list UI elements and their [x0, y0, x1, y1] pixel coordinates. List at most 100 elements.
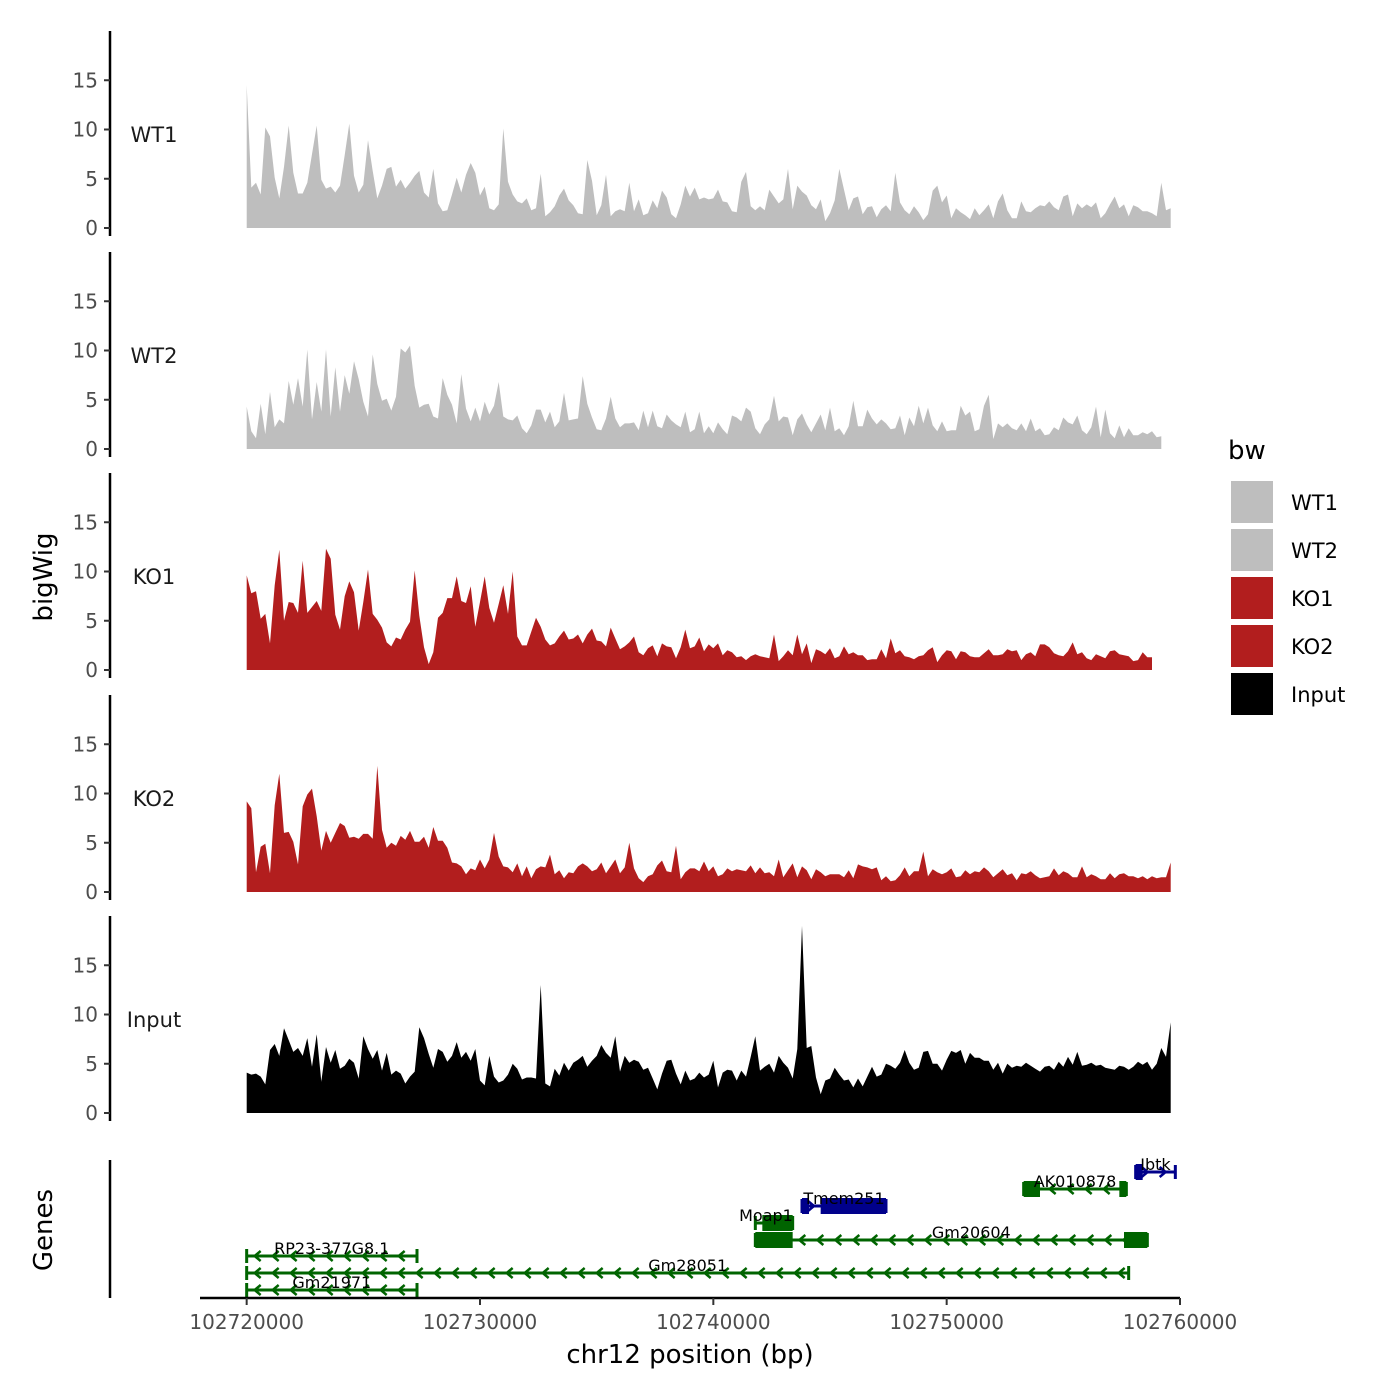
strand-arrow — [324, 1284, 334, 1296]
strand-arrow — [815, 1234, 825, 1246]
y-tick-label-ko1-15: 15 — [73, 510, 98, 534]
track-label-ko2: KO2 — [133, 787, 176, 811]
gene-label-gm28051: Gm28051 — [648, 1256, 727, 1275]
y-tick-label-wt1-15: 15 — [73, 68, 98, 92]
gene-ibtk: Ibtk — [1134, 1155, 1177, 1180]
gene-exon — [755, 1232, 793, 1248]
strand-arrow — [869, 1234, 879, 1246]
gene-ak010878: AK010878 — [1022, 1172, 1128, 1197]
gene-label-rp23-377g8-1: RP23-377G8.1 — [274, 1239, 389, 1258]
strand-arrow — [252, 1250, 262, 1262]
strand-arrow — [648, 1267, 658, 1279]
y-tick-label-ko1-0: 0 — [85, 658, 98, 682]
genes-track: Ibtk AK010878 Tmem251 Moap1 Gm20604 RP23-377G… — [108, 1155, 1177, 1298]
strand-arrow — [851, 1234, 861, 1246]
legend: bw WT1 WT2 KO1 KO2 Input — [1228, 436, 1345, 717]
track-label-wt1: WT1 — [131, 123, 178, 147]
signal-area-wt2 — [246, 345, 1162, 449]
strand-arrow — [756, 1267, 766, 1279]
y-tick-label-wt2-15: 15 — [73, 289, 98, 313]
strand-arrow — [900, 1267, 910, 1279]
y-tick-label-input-15: 15 — [73, 953, 98, 977]
strand-arrow — [270, 1267, 280, 1279]
gene-exon — [1135, 1164, 1143, 1180]
strand-arrow — [936, 1267, 946, 1279]
y-tick-label-input-0: 0 — [85, 1101, 98, 1125]
gene-label-gm21971: Gm21971 — [292, 1273, 371, 1292]
track-wt2: 0 5 10 15 WT2 — [73, 252, 1162, 461]
strand-arrow — [1049, 1234, 1059, 1246]
strand-arrow — [1080, 1267, 1090, 1279]
gene-label-ibtk: Ibtk — [1140, 1155, 1171, 1174]
strand-arrow — [450, 1267, 460, 1279]
strand-arrow — [1044, 1267, 1054, 1279]
strand-arrow — [1116, 1267, 1126, 1279]
signal-area-ko1 — [246, 548, 1152, 670]
genes-axis-title: Genes — [29, 1189, 59, 1271]
gene-label-tmem251: Tmem251 — [802, 1189, 884, 1208]
legend-label-ko1: KO1 — [1291, 587, 1334, 611]
strand-arrow — [306, 1250, 316, 1262]
strand-arrow — [396, 1250, 406, 1262]
gene-label-gm20604: Gm20604 — [932, 1223, 1011, 1242]
strand-arrow — [1047, 1183, 1057, 1195]
track-label-input: Input — [127, 1008, 181, 1032]
strand-arrow — [1098, 1267, 1108, 1279]
strand-arrow — [288, 1250, 298, 1262]
strand-arrow — [1083, 1183, 1093, 1195]
strand-arrow — [360, 1250, 370, 1262]
signal-area-input — [246, 925, 1171, 1113]
gene-label-ak010878: AK010878 — [1034, 1172, 1117, 1191]
y-tick-label-ko1-5: 5 — [85, 609, 98, 633]
legend-label-input: Input — [1291, 683, 1345, 707]
strand-arrow — [905, 1234, 915, 1246]
strand-arrow — [612, 1267, 622, 1279]
x-tick-label-102750000: 102750000 — [889, 1310, 1004, 1334]
strand-arrow — [252, 1267, 262, 1279]
y-tick-label-ko1-10: 10 — [73, 560, 98, 584]
y-tick-label-wt1-0: 0 — [85, 216, 98, 240]
strand-arrow — [342, 1250, 352, 1262]
strand-arrow — [720, 1267, 730, 1279]
x-axis: 102720000 102730000 102740000 102750000 1027… — [189, 1296, 1238, 1334]
strand-arrow — [792, 1267, 802, 1279]
strand-arrow — [1013, 1234, 1023, 1246]
signal-area-wt1 — [246, 85, 1171, 228]
strand-arrow — [1067, 1234, 1077, 1246]
strand-arrow — [923, 1234, 933, 1246]
x-tick-label-102760000: 102760000 — [1123, 1310, 1238, 1334]
x-tick-label-102740000: 102740000 — [656, 1310, 771, 1334]
gene-rp23-377g8-1: RP23-377G8.1 — [245, 1239, 419, 1263]
strand-arrow — [342, 1267, 352, 1279]
gene-gm28051: Gm28051 — [245, 1256, 1131, 1280]
track-label-wt2: WT2 — [131, 344, 178, 368]
y-tick-label-ko2-15: 15 — [73, 732, 98, 756]
strand-arrow — [270, 1250, 280, 1262]
y-tick-label-wt1-5: 5 — [85, 167, 98, 191]
strand-arrow — [324, 1250, 334, 1262]
strand-arrow — [995, 1234, 1005, 1246]
strand-arrow — [864, 1267, 874, 1279]
y-tick-label-ko2-0: 0 — [85, 880, 98, 904]
strand-arrow — [1085, 1234, 1095, 1246]
strand-arrow — [396, 1284, 406, 1296]
strand-arrow — [288, 1284, 298, 1296]
strand-arrow — [1062, 1267, 1072, 1279]
y-tick-label-ko2-10: 10 — [73, 782, 98, 806]
strand-arrow — [414, 1267, 424, 1279]
legend-label-wt2: WT2 — [1291, 539, 1338, 563]
strand-arrow — [1065, 1183, 1075, 1195]
strand-arrow — [990, 1267, 1000, 1279]
strand-arrow — [378, 1267, 388, 1279]
strand-arrow — [918, 1267, 928, 1279]
strand-arrow — [324, 1267, 334, 1279]
strand-arrow — [630, 1267, 640, 1279]
legend-label-wt1: WT1 — [1291, 491, 1338, 515]
strand-arrow — [807, 1200, 816, 1212]
strand-arrow — [360, 1267, 370, 1279]
strand-arrow — [378, 1250, 388, 1262]
strand-arrow — [959, 1234, 969, 1246]
x-tick-label-102730000: 102730000 — [423, 1310, 538, 1334]
legend-entry-ko1: KO1 — [1229, 575, 1334, 621]
